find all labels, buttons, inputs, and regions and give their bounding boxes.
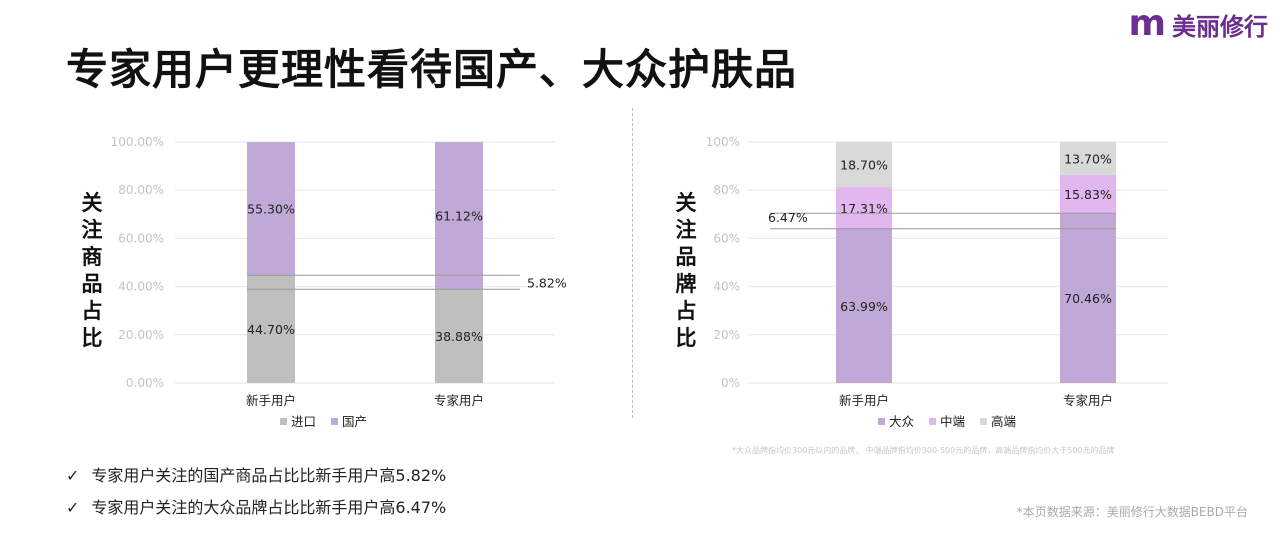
- y-tick-label: 60%: [713, 231, 740, 245]
- data-label: 13.70%: [1064, 152, 1112, 167]
- annotation-label: 5.82%: [527, 275, 567, 290]
- data-label: 38.88%: [435, 329, 483, 344]
- data-source: *本页数据来源：美丽修行大数据BEBD平台: [1016, 505, 1248, 519]
- legend-swatch: [878, 418, 885, 425]
- x-tick-label: 专家用户: [434, 393, 484, 408]
- chart-divider: [632, 108, 633, 418]
- y-tick-label: 80.00%: [118, 183, 164, 197]
- bar-segment: [836, 228, 892, 383]
- logo-text: 美丽修行: [1172, 12, 1268, 41]
- bar-segment: [435, 142, 483, 290]
- y-tick-label: 40%: [713, 280, 740, 294]
- y-tick-label: 100.00%: [111, 135, 164, 149]
- logo: m 美丽修行: [1128, 6, 1268, 42]
- legend-swatch: [280, 418, 287, 425]
- legend-label: 高端: [991, 414, 1016, 429]
- right-chart-ylabel: 关 注 品 牌 占 比: [674, 190, 698, 352]
- data-label: 15.83%: [1064, 187, 1112, 202]
- y-tick-label: 20.00%: [118, 328, 164, 342]
- data-label: 17.31%: [840, 201, 888, 216]
- legend-swatch: [331, 418, 338, 425]
- data-label: 63.99%: [840, 299, 888, 314]
- bar-segment: [435, 289, 483, 383]
- y-tick-label: 100%: [706, 135, 740, 149]
- legend-label: 国产: [342, 414, 367, 429]
- check-icon: ✓: [66, 466, 80, 485]
- footnote: *大众品牌指均价300元以内的品牌， 中端品牌指均价300-500元的品牌，高端…: [732, 446, 1115, 455]
- bar-segment: [836, 142, 892, 188]
- data-label: 70.46%: [1064, 291, 1112, 306]
- note-1: ✓ 专家用户关注的国产商品占比比新手用户高5.82%: [66, 462, 446, 486]
- bar-segment: [836, 187, 892, 229]
- ylabel-char: 关: [81, 191, 103, 215]
- bar-segment: [247, 275, 295, 383]
- data-label: 61.12%: [435, 209, 483, 224]
- ylabel-char: 牌: [675, 272, 697, 296]
- note-text: 专家用户关注的大众品牌占比比新手用户高6.47%: [91, 498, 447, 517]
- ylabel-char: 注: [81, 218, 103, 242]
- ylabel-char: 比: [81, 326, 103, 350]
- page-title: 专家用户更理性看待国产、大众护肤品: [66, 45, 798, 94]
- y-tick-label: 0%: [721, 376, 740, 390]
- ylabel-char: 品: [81, 272, 103, 296]
- left-chart-ylabel: 关 注 商 品 占 比: [80, 190, 104, 352]
- data-label: 18.70%: [840, 158, 888, 173]
- ylabel-char: 占: [81, 299, 103, 323]
- x-tick-label: 专家用户: [1063, 393, 1113, 408]
- bar-segment: [247, 142, 295, 276]
- bar-segment: [1060, 213, 1116, 383]
- legend-swatch: [929, 418, 936, 425]
- note-text: 专家用户关注的国产商品占比比新手用户高5.82%: [91, 466, 447, 485]
- bar-segment: [1060, 142, 1116, 176]
- ylabel-char: 占: [675, 299, 697, 323]
- legend-label: 大众: [889, 414, 914, 429]
- ylabel-char: 比: [675, 326, 697, 350]
- x-tick-label: 新手用户: [839, 393, 889, 408]
- data-label: 44.70%: [247, 322, 295, 337]
- data-label: 55.30%: [247, 202, 295, 217]
- annotation-label: 6.47%: [768, 210, 808, 225]
- x-tick-label: 新手用户: [246, 393, 296, 408]
- legend-swatch: [980, 418, 987, 425]
- note-2: ✓ 专家用户关注的大众品牌占比比新手用户高6.47%: [66, 494, 446, 518]
- ylabel-char: 注: [675, 218, 697, 242]
- legend-label: 中端: [940, 414, 965, 429]
- bar-segment: [1060, 175, 1116, 214]
- y-tick-label: 0.00%: [126, 376, 164, 390]
- y-tick-label: 20%: [713, 328, 740, 342]
- y-tick-label: 80%: [713, 183, 740, 197]
- logo-mark: m: [1128, 3, 1165, 44]
- y-tick-label: 40.00%: [118, 280, 164, 294]
- check-icon: ✓: [66, 498, 80, 517]
- legend-label: 进口: [291, 414, 316, 429]
- ylabel-char: 品: [675, 245, 697, 269]
- ylabel-char: 关: [675, 191, 697, 215]
- y-tick-label: 60.00%: [118, 231, 164, 245]
- ylabel-char: 商: [81, 245, 103, 269]
